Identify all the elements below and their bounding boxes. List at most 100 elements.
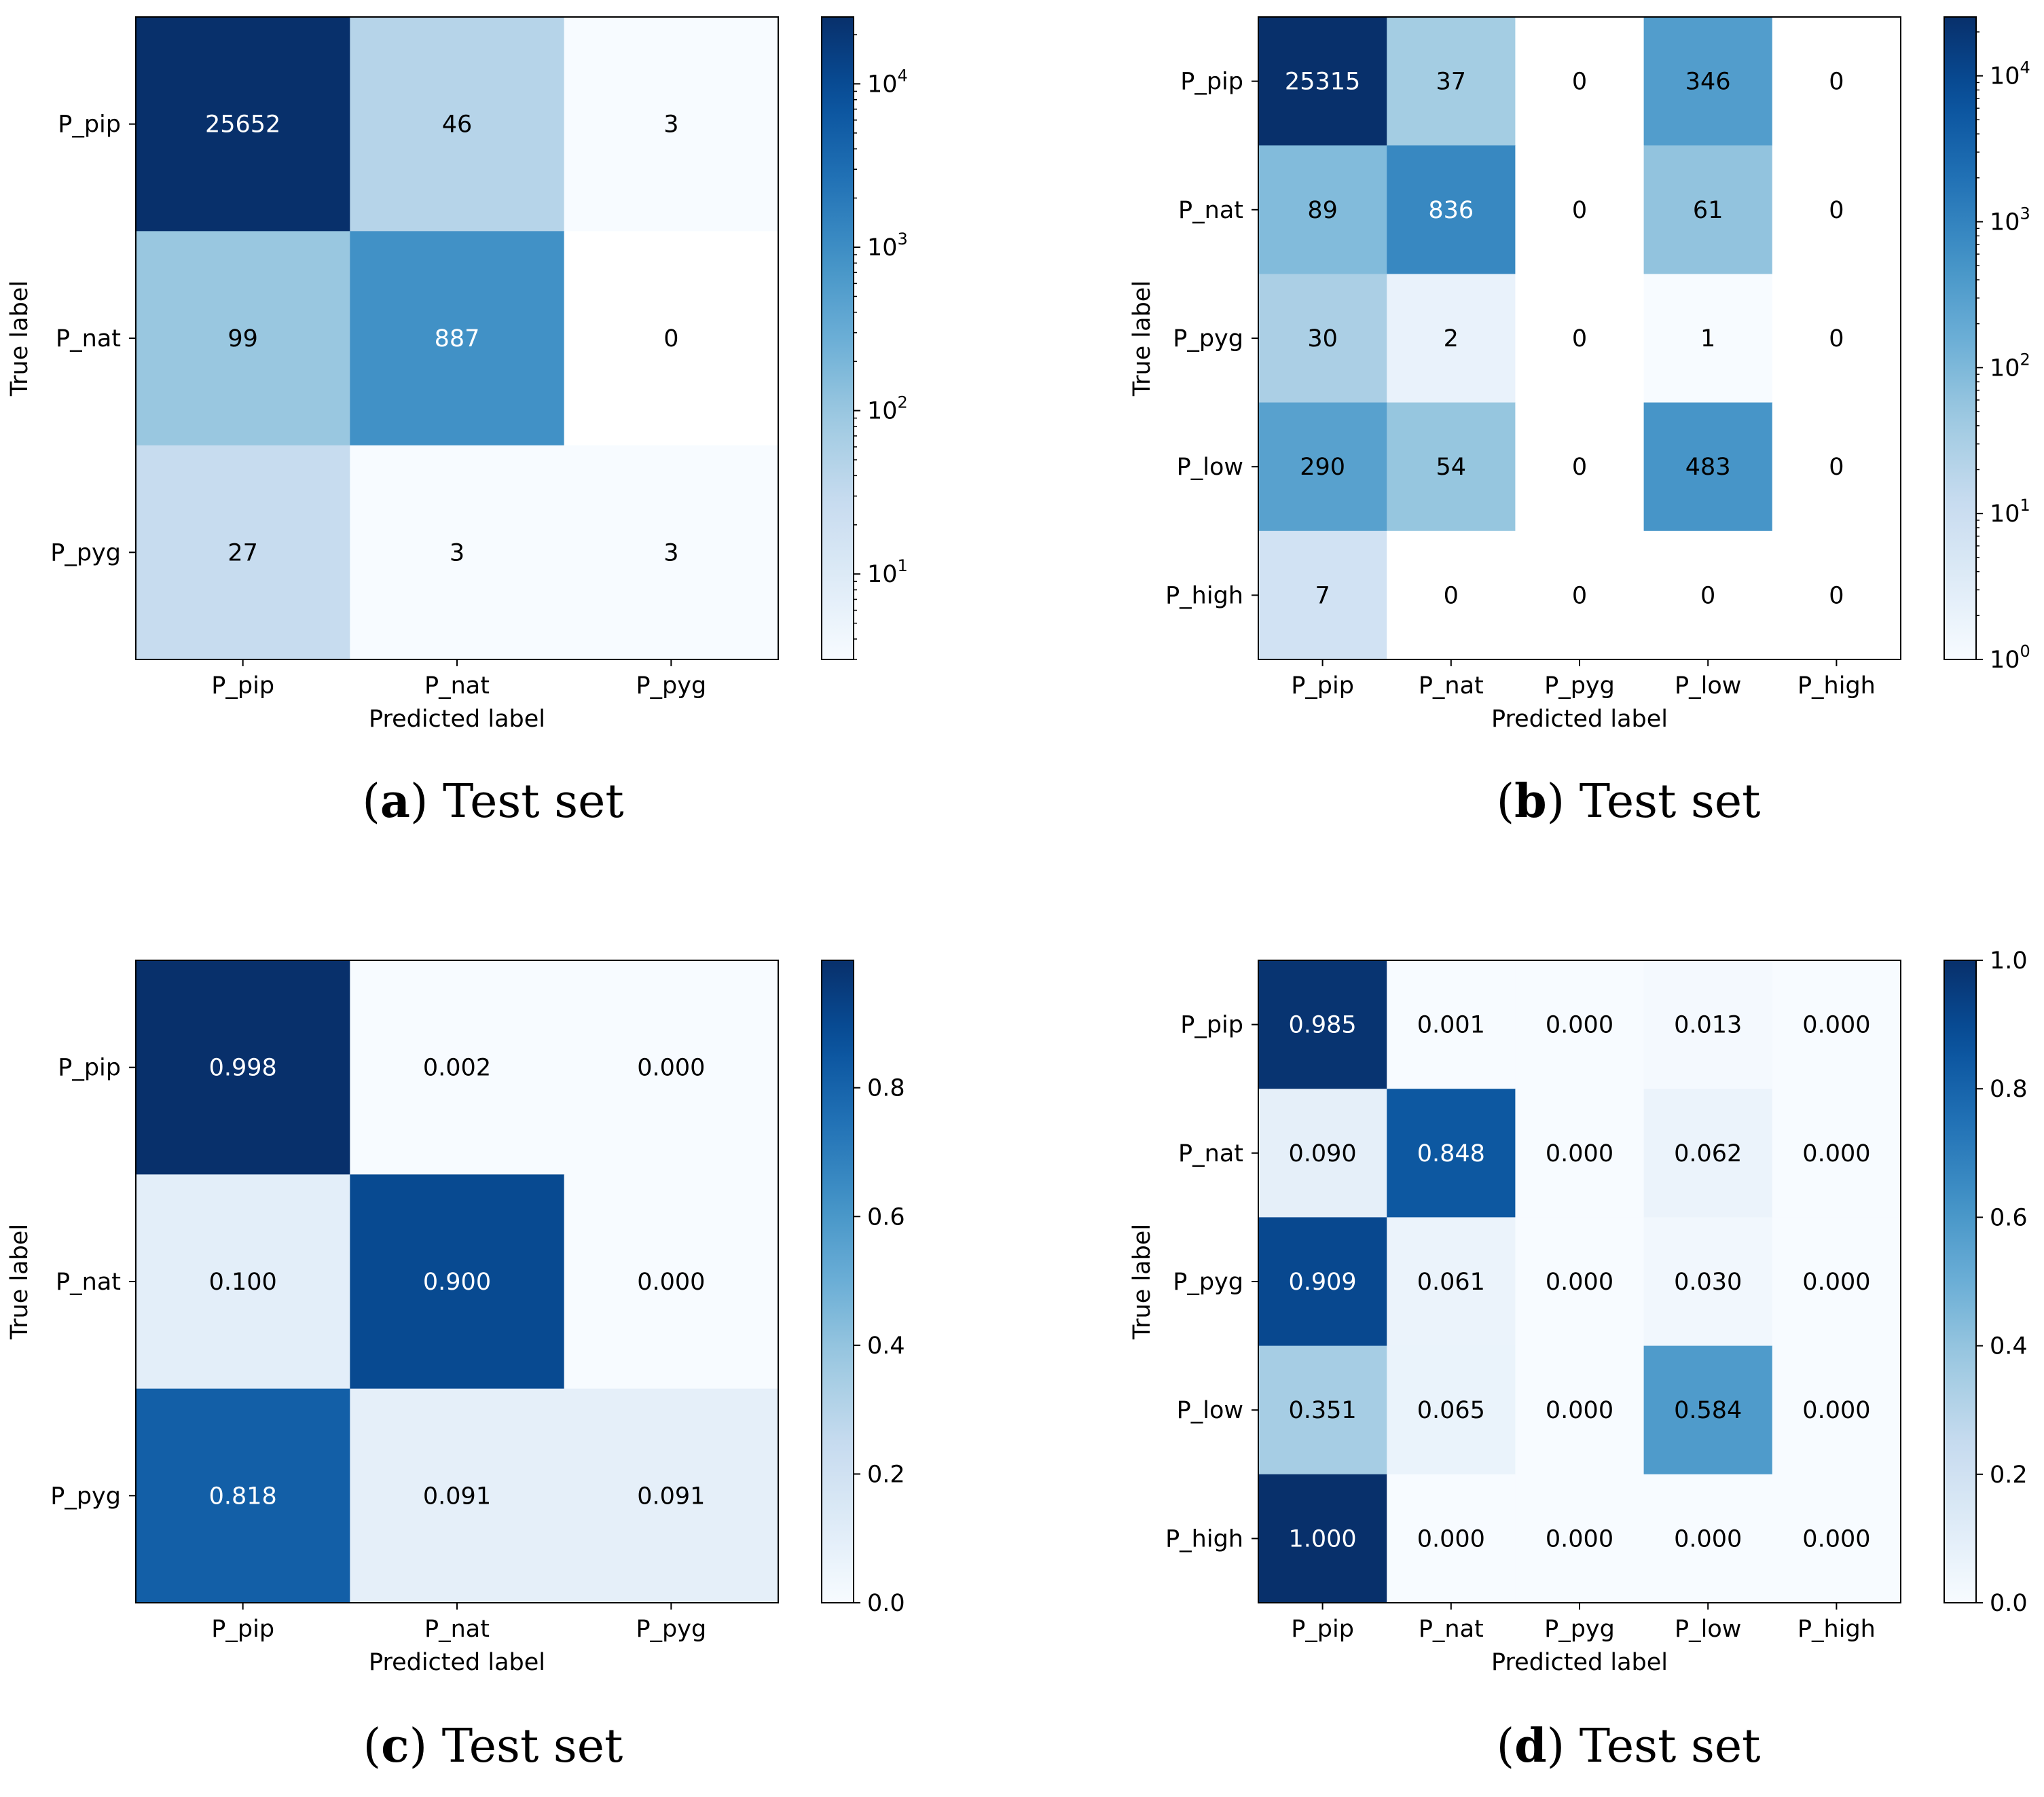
cell-value-label: 0.000 <box>1802 1140 1870 1167</box>
y-tick-label: P_pyg <box>50 1483 121 1510</box>
colorbar-tick-label: 104 <box>1990 58 2030 90</box>
colorbar-tick-label: 0.2 <box>867 1461 905 1488</box>
colorbar-tick-label: 104 <box>867 66 908 98</box>
matrix-cell <box>1387 274 1516 403</box>
matrix-cell <box>136 445 350 660</box>
cell-value-label: 25315 <box>1285 69 1360 96</box>
cell-value-label: 0 <box>1572 197 1587 224</box>
colorbar-tick-label: 102 <box>867 393 908 425</box>
matrix-cell <box>1772 274 1901 403</box>
matrix-cell <box>1258 1345 1387 1475</box>
matrix-cell <box>350 1174 565 1390</box>
matrix-cell <box>1387 402 1516 532</box>
matrix-cell <box>564 1388 779 1603</box>
cell-value-label: 346 <box>1685 69 1731 96</box>
y-tick-label: P_low <box>1177 1397 1243 1424</box>
matrix-cell <box>1387 1345 1516 1475</box>
x-tick-label: P_pyg <box>1544 672 1615 700</box>
cell-value-label: 0.013 <box>1674 1012 1742 1039</box>
colorbar <box>821 16 854 660</box>
cell-value-label: 0.061 <box>1417 1269 1485 1296</box>
matrix-cell <box>1387 145 1516 274</box>
y-tick-label: P_pip <box>58 111 121 139</box>
y-tick-label: P_high <box>1165 582 1243 609</box>
x-tick-label: P_pyg <box>636 672 706 700</box>
colorbar <box>1943 960 1977 1603</box>
cell-value-label: 0.062 <box>1674 1140 1742 1167</box>
matrix-cell <box>1258 1217 1387 1347</box>
cell-value-label: 836 <box>1428 197 1474 224</box>
y-tick-label: P_pip <box>1180 69 1243 96</box>
matrix-cell <box>350 231 565 446</box>
colorbar-tick-label: 0.8 <box>1990 1076 2028 1103</box>
cell-value-label: 0.000 <box>1802 1525 1870 1553</box>
x-tick-label: P_nat <box>424 1616 490 1643</box>
matrix-cell <box>564 445 779 660</box>
cell-value-label: 0 <box>1572 69 1587 96</box>
colorbar-tick-label: 0.8 <box>867 1075 905 1102</box>
y-tick-label: P_low <box>1177 454 1243 481</box>
matrix-cell <box>1643 17 1773 146</box>
x-tick-label: P_pyg <box>636 1616 706 1643</box>
colorbar-tick-label: 0.6 <box>1990 1204 2028 1231</box>
cell-value-label: 30 <box>1307 325 1338 352</box>
y-axis-label: True label <box>1129 280 1156 397</box>
colorbar-tick-label: 102 <box>1990 350 2030 382</box>
matrix-cell <box>1515 1474 1645 1603</box>
matrix-cell <box>1772 1474 1901 1603</box>
cell-value-label: 0.000 <box>1546 1525 1613 1553</box>
cell-value-label: 99 <box>227 325 258 352</box>
cell-value-label: 0.584 <box>1674 1397 1742 1424</box>
x-tick-label: P_pip <box>1291 672 1354 700</box>
colorbar-tick-label: 0.4 <box>1990 1333 2028 1360</box>
x-tick-label: P_low <box>1675 672 1741 700</box>
matrix-cell <box>1772 145 1901 274</box>
y-tick-label: P_pip <box>1180 1012 1243 1039</box>
cell-value-label: 0.065 <box>1417 1397 1485 1424</box>
colorbar-tick-label: 100 <box>1990 642 2030 674</box>
matrix-cell <box>1258 1474 1387 1603</box>
cell-value-label: 0.000 <box>1546 1397 1613 1424</box>
cell-value-label: 0 <box>1700 582 1715 609</box>
cell-value-label: 1 <box>1700 325 1715 352</box>
cell-value-label: 7 <box>1315 582 1330 609</box>
y-axis-label: True label <box>6 1224 33 1340</box>
colorbar-tick-label: 0.4 <box>867 1332 905 1360</box>
panel-c: 0.998 0.002 0.000 0.100 0.900 0.000 0.818 0.091… <box>6 960 905 1773</box>
colorbar-tick-label: 103 <box>867 230 908 261</box>
cell-value-label: 3 <box>450 539 464 566</box>
cell-value-label: 0.090 <box>1288 1140 1356 1167</box>
matrix-cell <box>1258 1089 1387 1218</box>
matrix-cell <box>350 445 565 660</box>
cell-value-label: 89 <box>1307 197 1338 224</box>
x-tick-label: P_low <box>1675 1616 1741 1643</box>
y-tick-label: P_high <box>1165 1525 1243 1553</box>
cell-value-label: 0.900 <box>423 1269 491 1296</box>
matrix-cell <box>350 960 565 1175</box>
x-tick-label: P_pyg <box>1544 1616 1615 1643</box>
matrix-cell <box>1643 1345 1773 1475</box>
cell-value-label: 0.000 <box>637 1055 705 1082</box>
cell-value-label: 483 <box>1685 454 1731 481</box>
cell-value-label: 0 <box>1829 69 1844 96</box>
cell-value-label: 0.030 <box>1674 1269 1742 1296</box>
matrix-cell <box>1387 1217 1516 1347</box>
cell-value-label: 0.000 <box>1546 1269 1613 1296</box>
matrix-cell <box>1387 960 1516 1089</box>
matrix-cell <box>1515 960 1645 1089</box>
cell-value-label: 0 <box>1572 325 1587 352</box>
panel-caption: (a) Test set <box>362 774 623 829</box>
colorbar-tick-label: 103 <box>1990 204 2030 236</box>
matrix-cell <box>1387 530 1516 660</box>
matrix-cell <box>1643 960 1773 1089</box>
cell-value-label: 0.909 <box>1288 1269 1356 1296</box>
cell-value-label: 0 <box>663 325 678 352</box>
matrix-cell <box>564 960 779 1175</box>
cell-value-label: 0 <box>1572 454 1587 481</box>
colorbar-tick-label: 101 <box>867 556 908 588</box>
matrix-cell <box>564 231 779 446</box>
cell-value-label: 0.000 <box>1674 1525 1742 1553</box>
x-axis-label: Predicted label <box>369 706 545 733</box>
matrix-cell <box>1643 145 1773 274</box>
